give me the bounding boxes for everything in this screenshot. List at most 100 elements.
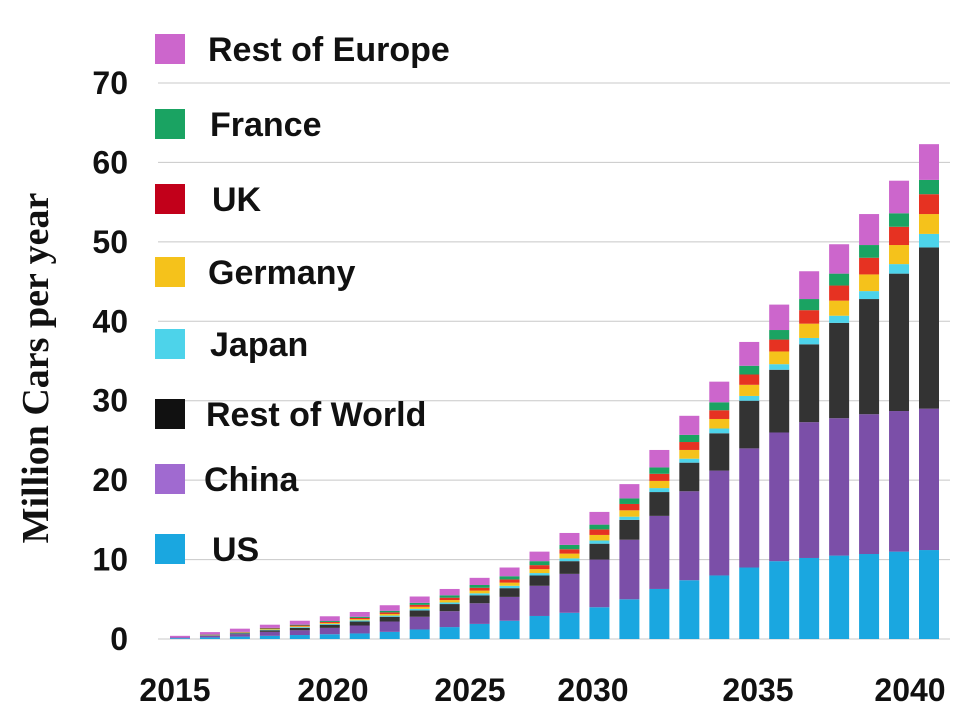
bar-segment-2037-uk [829,285,850,301]
bar-segment-2034-japan [739,395,760,401]
bar-segment-2022-uk [379,612,400,614]
bar-segment-2034-us [739,567,760,639]
bar-segment-2018-japan [259,629,280,631]
y-axis-label: Million Cars per year [15,193,57,544]
legend-swatch-us [155,534,185,564]
bar-segment-2023-china [409,616,430,630]
bar-segment-2019-japan [289,627,310,628]
y-tick-label: 70 [92,65,128,101]
bar-segment-2025-us [469,623,490,639]
bar-segment-2023-rest-of-world [409,610,430,617]
bar-segment-2023-japan [409,608,430,611]
bar-segment-2030-japan [619,516,640,520]
bar-segment-2024-china [439,611,460,628]
bar-segment-2033-japan [709,428,730,434]
bar-segment-2033-uk [709,410,730,419]
bar-segment-2020-us [319,634,340,639]
bar-segment-2027-japan [529,573,550,576]
bar-segment-2037-germany [829,300,850,316]
bar-segment-2037-china [829,418,850,556]
bar-segment-2029-rest-of-europe [589,511,610,525]
bar-segment-2038-japan [859,291,880,300]
bar-segment-2025-germany [469,590,490,594]
bar-segment-2029-france [589,524,610,530]
bar-segment-2039-germany [889,245,910,265]
bar-segment-2019-rest-of-world [289,627,310,631]
x-axis-ticks: 2015 2020 2025 2030 2035 2040 [139,672,945,708]
bar-segment-2040-rest-of-europe [919,144,939,180]
bar-segment-2039-china [889,411,910,552]
bar-segment-2029-rest-of-world [589,543,610,560]
y-tick-label: 0 [110,621,128,657]
bar-segment-2025-uk [469,587,490,591]
bar-segment-2029-japan [589,540,610,544]
bar-segment-2035-uk [769,339,790,352]
bar-segment-2021-japan [349,620,370,622]
bar-segment-2023-france [409,602,430,605]
bar-segment-2029-uk [589,529,610,535]
bar-segment-2024-us [439,627,460,639]
bar-segment-2028-uk [559,549,580,554]
bar-segment-2032-us [679,580,700,639]
legend-label: China [204,461,300,499]
bar-segment-2033-france [709,402,730,411]
bar-segment-2023-germany [409,606,430,609]
bar-segment-2038-us [859,554,880,639]
bar-segment-2015-us [170,638,190,639]
bar-segment-2031-germany [649,480,670,489]
legend-label: Rest of Europe [208,31,450,69]
bar-segment-2039-japan [889,264,910,274]
bar-segment-2025-china [469,603,490,624]
bar-segment-2022-china [379,621,400,632]
bar-segment-2039-rest-of-world [889,273,910,412]
bar-segment-2021-germany [349,619,370,621]
bar-segment-2034-uk [739,374,760,385]
bar-segment-2030-us [619,599,640,639]
bar-segment-2036-rest-of-world [799,344,820,423]
bar-segment-2032-china [679,491,700,581]
bar-segment-2028-japan [559,558,580,562]
bar-segment-2019-germany [289,626,310,628]
bar-segment-2020-germany [319,622,340,624]
bar-segment-2018-germany [259,628,280,630]
bar-segment-2035-japan [769,364,790,370]
bar-segment-2040-germany [919,214,939,234]
bar-segment-2024-rest-of-europe [439,588,460,596]
bar-segment-2018-us [259,635,280,639]
bar-segment-2030-rest-of-world [619,519,640,540]
bar-segment-2039-uk [889,226,910,246]
bar-segment-2021-us [349,633,370,639]
bar-segment-2031-rest-of-europe [649,449,670,468]
bar-segment-2034-rest-of-world [739,400,760,449]
bar-segment-2019-rest-of-europe [289,620,310,625]
legend-label: France [210,106,322,144]
bar-segment-2028-france [559,544,580,550]
y-tick-label: 30 [92,383,128,419]
bar-segment-2018-rest-of-world [259,630,280,632]
bar-segment-2019-china [289,630,310,636]
bar-segment-2027-rest-of-world [529,575,550,586]
bar-segment-2036-germany [799,323,820,338]
bar-segment-2028-china [559,573,580,613]
bar-segment-2033-germany [709,418,730,429]
bar-segment-2032-uk [679,442,700,450]
bar-segment-2019-france [289,624,310,626]
bar-segment-2026-france [499,576,520,580]
bar-segment-2038-germany [859,274,880,292]
legend: Rest of Europe France UK Germany Japan Rest o… [155,31,450,569]
bar-segment-2040-china [919,408,939,551]
bar-segment-2023-rest-of-europe [409,596,430,603]
bar-segment-2022-us [379,631,400,639]
x-tick-label: 2020 [297,672,368,708]
y-tick-label: 20 [92,462,128,498]
bar-segment-2031-china [649,515,670,589]
bar-segment-2030-china [619,539,640,600]
bar-segment-2040-france [919,179,939,195]
bar-segment-2024-rest-of-world [439,604,460,612]
bar-segment-2036-france [799,299,820,311]
bar-segment-2029-us [589,607,610,639]
bar-segment-2035-rest-of-europe [769,304,790,331]
bar-segment-2025-rest-of-world [469,595,490,604]
bar-segment-2040-uk [919,194,939,215]
legend-swatch-uk [155,184,185,214]
